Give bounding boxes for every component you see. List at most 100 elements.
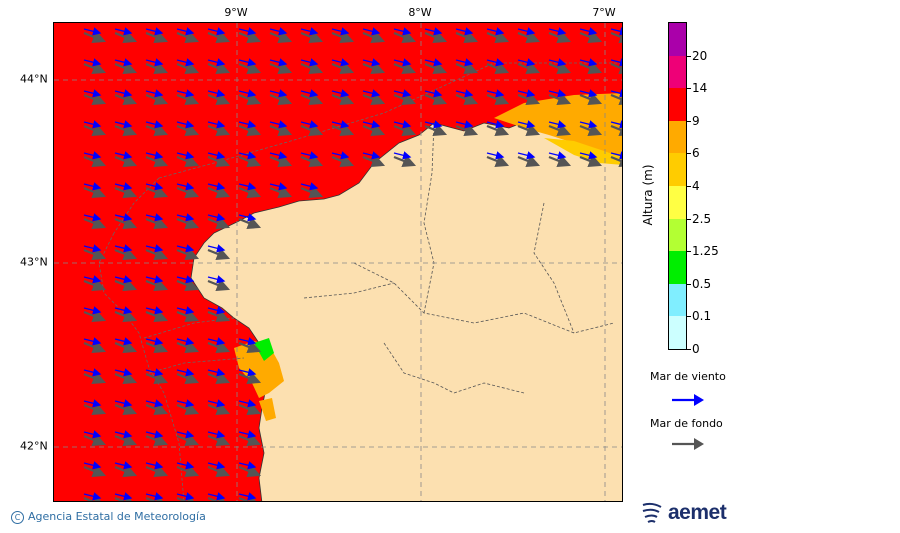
swell-arrow: [579, 154, 603, 168]
wind-sea-arrow: [145, 213, 164, 222]
swell-arrow: [114, 154, 138, 168]
wind-sea-arrow: [114, 27, 133, 36]
wind-sea-arrow: [176, 275, 195, 284]
colorbar-title: Altura (m): [641, 164, 655, 226]
wind-sea-arrow: [269, 89, 288, 98]
swell-arrow: [176, 402, 200, 416]
wind-sea-arrow: [424, 120, 443, 129]
wave-direction-arrows: [83, 27, 622, 501]
colorbar-segment: [669, 316, 686, 349]
wind-sea-arrow: [207, 58, 226, 67]
swell-arrow: [238, 371, 262, 385]
wind-sea-arrow: [548, 27, 567, 36]
wind-sea-arrow: [207, 337, 226, 346]
colorbar-tick: [687, 218, 691, 220]
wind-sea-arrow: [610, 120, 622, 129]
colorbar-segment: [669, 23, 686, 56]
lat-label-42n: 42°N: [20, 439, 48, 453]
wind-sea-arrow: [238, 492, 257, 501]
swell-arrow: [424, 123, 448, 137]
wind-sea-arrow: [207, 213, 226, 222]
wind-sea-arrow: [145, 182, 164, 191]
swell-arrow: [83, 154, 107, 168]
swell-arrow: [300, 61, 324, 75]
swell-arrow: [114, 61, 138, 75]
colorbar-segment: [669, 218, 686, 252]
wind-sea-arrow: [455, 120, 474, 129]
swell-arrow: [207, 30, 231, 44]
swell-arrow: [114, 185, 138, 199]
wind-sea-arrow: [238, 368, 257, 377]
wind-sea-arrow: [238, 120, 257, 129]
wind-sea-arrow: [486, 27, 505, 36]
swell-arrow: [517, 154, 541, 168]
swell-arrow: [83, 216, 107, 230]
colorbar-segment: [669, 186, 686, 219]
wind-sea-arrow: [83, 399, 102, 408]
aemet-logo-icon: [642, 502, 662, 523]
wind-sea-arrow: [548, 58, 567, 67]
swell-arrow: [362, 30, 386, 44]
swell-arrow: [579, 123, 603, 137]
wind-sea-arrow: [300, 89, 319, 98]
swell-arrow: [145, 340, 169, 354]
wind-sea-arrow: [145, 306, 164, 315]
swell-arrow: [486, 30, 510, 44]
swell-arrow: [207, 402, 231, 416]
swell-arrow: [331, 92, 355, 106]
swell-arrow: [83, 30, 107, 44]
swell-arrow: [331, 30, 355, 44]
wind-sea-arrow: [269, 120, 288, 129]
wind-sea-arrow: [517, 58, 536, 67]
swell-arrow: [207, 495, 231, 501]
swell-arrow: [83, 340, 107, 354]
swell-arrow: [238, 154, 262, 168]
swell-arrow: [207, 185, 231, 199]
swell-arrow: [83, 247, 107, 261]
wind-sea-arrow: [83, 58, 102, 67]
swell-arrow: [114, 247, 138, 261]
wind-sea-arrow: [114, 151, 133, 160]
colorbar-level-label: 14: [692, 81, 708, 96]
wind-sea-arrow: [114, 213, 133, 222]
wind-sea-arrow: [207, 151, 226, 160]
swell-arrow: [579, 61, 603, 75]
wind-sea-arrow: [517, 120, 536, 129]
swell-arrow: [579, 30, 603, 44]
wind-sea-arrow: [424, 89, 443, 98]
colorbar-level-label: 2.5: [692, 211, 712, 226]
swell-arrow: [176, 309, 200, 323]
swell-arrow: [300, 154, 324, 168]
wind-sea-arrow: [83, 89, 102, 98]
swell-arrow: [207, 216, 231, 230]
wind-sea-arrow: [207, 461, 226, 470]
swell-arrow: [238, 61, 262, 75]
wind-sea-arrow: [362, 89, 381, 98]
swell-arrow: [176, 340, 200, 354]
wind-sea-arrow: [331, 151, 350, 160]
swell-arrow: [114, 92, 138, 106]
swell-arrow: [114, 402, 138, 416]
wind-sea-arrow: [114, 337, 133, 346]
swell-arrow: [207, 371, 231, 385]
wind-sea-arrow: [145, 492, 164, 501]
colorbar-level-label: 0.1: [692, 309, 712, 324]
swell-arrow: [517, 30, 541, 44]
wind-sea-arrow: [176, 213, 195, 222]
wind-sea-arrow: [269, 27, 288, 36]
aemet-logo: aemet: [640, 500, 727, 526]
wind-sea-arrow: [362, 120, 381, 129]
swell-arrow: [145, 61, 169, 75]
wind-sea-arrow: [114, 368, 133, 377]
wind-sea-arrow: [176, 244, 195, 253]
swell-arrow: [238, 216, 262, 230]
swell-arrow: [176, 216, 200, 230]
swell-arrow: [145, 30, 169, 44]
swell-arrow: [362, 92, 386, 106]
swell-arrow: [114, 278, 138, 292]
wind-sea-arrow: [176, 151, 195, 160]
wind-sea-arrow: [207, 368, 226, 377]
swell-arrow: [393, 30, 417, 44]
wind-sea-arrow: [207, 399, 226, 408]
lat-label-44n: 44°N: [20, 72, 48, 86]
